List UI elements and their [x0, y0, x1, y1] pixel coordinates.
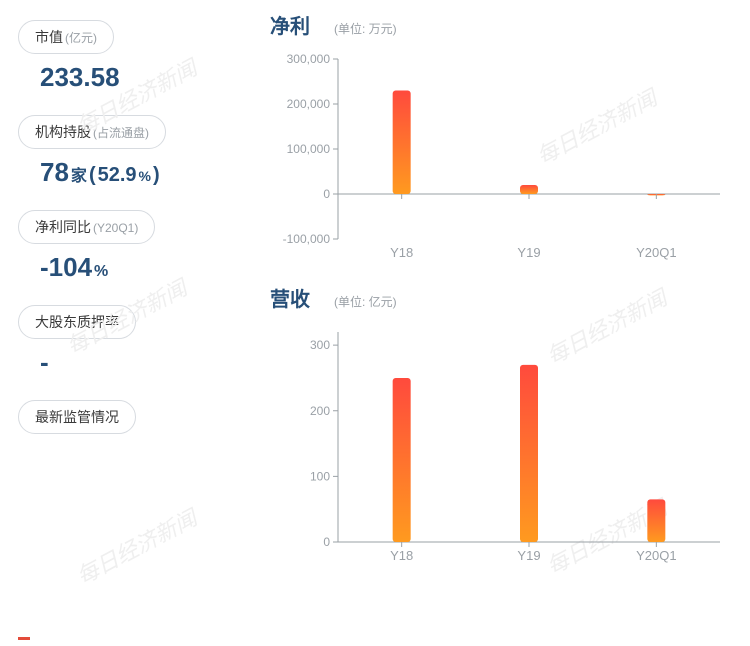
stat-regulation: 最新监管情况: [18, 400, 248, 434]
chart-net-profit: 净利 (单位: 万元) -100,000 0 100,000 200,000 300,0…: [270, 10, 730, 267]
stat-value-unit: %: [94, 263, 108, 281]
y-tick-label: 100,000: [287, 142, 331, 156]
y-tick-label: 100: [310, 469, 330, 483]
chart-revenue: 营收 (单位: 亿元) 0 100 200 300 Y18 Y19 Y20Q1: [270, 283, 730, 570]
bar: [520, 185, 538, 194]
category-label: Y19: [517, 548, 540, 563]
stat-value: 78 家 ( 52.9 % ): [18, 157, 248, 188]
y-tick-label: 0: [323, 187, 330, 201]
stat-label: 大股东质押率: [35, 312, 119, 332]
stat-sublabel: (亿元): [65, 29, 97, 46]
stat-value-pct: 52.9: [98, 164, 137, 187]
chart-area: 0 100 200 300 Y18 Y19 Y20Q1: [270, 320, 730, 570]
stat-value-primary: -104: [40, 252, 92, 283]
category-label: Y18: [390, 245, 413, 260]
stat-profit-yoy: 净利同比 (Y20Q1) -104 %: [18, 210, 248, 283]
stat-sublabel: (占流通盘): [93, 124, 149, 141]
stat-market-cap: 市值 (亿元) 233.58: [18, 20, 248, 93]
chart-unit-label: (单位: 亿元): [334, 293, 397, 310]
y-tick-label: 200: [310, 404, 330, 418]
chart-title: 营收: [270, 283, 310, 312]
y-tick-label: -100,000: [283, 232, 331, 246]
chart-title: 净利: [270, 10, 310, 39]
stat-value-primary: -: [40, 347, 49, 378]
category-label: Y20Q1: [636, 548, 676, 563]
stat-sublabel: (Y20Q1): [93, 221, 138, 235]
stat-value-pct-unit: %: [139, 168, 151, 184]
bar: [393, 378, 411, 542]
stat-label: 机构持股: [35, 122, 91, 142]
stat-label: 最新监管情况: [35, 407, 119, 427]
stat-value-count: 78: [40, 157, 69, 188]
y-tick-label: 300: [310, 338, 330, 352]
left-stats-panel: 市值 (亿元) 233.58 机构持股 (占流通盘) 78 家 ( 52.9 %…: [0, 0, 260, 646]
stat-inst-holding: 机构持股 (占流通盘) 78 家 ( 52.9 % ): [18, 115, 248, 188]
open-paren: (: [89, 164, 96, 187]
category-label: Y20Q1: [636, 245, 676, 260]
bar: [520, 365, 538, 542]
y-tick-label: 0: [323, 535, 330, 549]
close-paren: ): [153, 164, 160, 187]
chart-svg: 0 100 200 300 Y18 Y19 Y20Q1: [270, 320, 730, 570]
stat-pill: 市值 (亿元): [18, 20, 114, 54]
right-charts-panel: 净利 (单位: 万元) -100,000 0 100,000 200,000 300,0…: [260, 0, 750, 646]
chart-unit-label: (单位: 万元): [334, 20, 397, 37]
stat-value-count-unit: 家: [71, 162, 87, 186]
red-marker: [18, 637, 30, 640]
bar: [647, 499, 665, 542]
stat-pledge: 大股东质押率 -: [18, 305, 248, 378]
stat-value: -: [18, 347, 248, 378]
category-label: Y18: [390, 548, 413, 563]
chart-area: -100,000 0 100,000 200,000 300,000 Y18 Y19 Y20Q…: [270, 47, 730, 267]
stat-pill: 机构持股 (占流通盘): [18, 115, 166, 149]
stat-pill: 大股东质押率: [18, 305, 136, 339]
stat-label: 市值: [35, 27, 63, 47]
stat-pill: 最新监管情况: [18, 400, 136, 434]
chart-svg: -100,000 0 100,000 200,000 300,000 Y18 Y19 Y20Q…: [270, 47, 730, 267]
y-tick-label: 300,000: [287, 52, 331, 66]
stat-label: 净利同比: [35, 217, 91, 237]
stat-value: -104 %: [18, 252, 248, 283]
y-tick-label: 200,000: [287, 97, 331, 111]
stat-pill: 净利同比 (Y20Q1): [18, 210, 155, 244]
stat-value-primary: 233.58: [40, 62, 120, 93]
category-label: Y19: [517, 245, 540, 260]
stat-value: 233.58: [18, 62, 248, 93]
bar: [393, 91, 411, 195]
